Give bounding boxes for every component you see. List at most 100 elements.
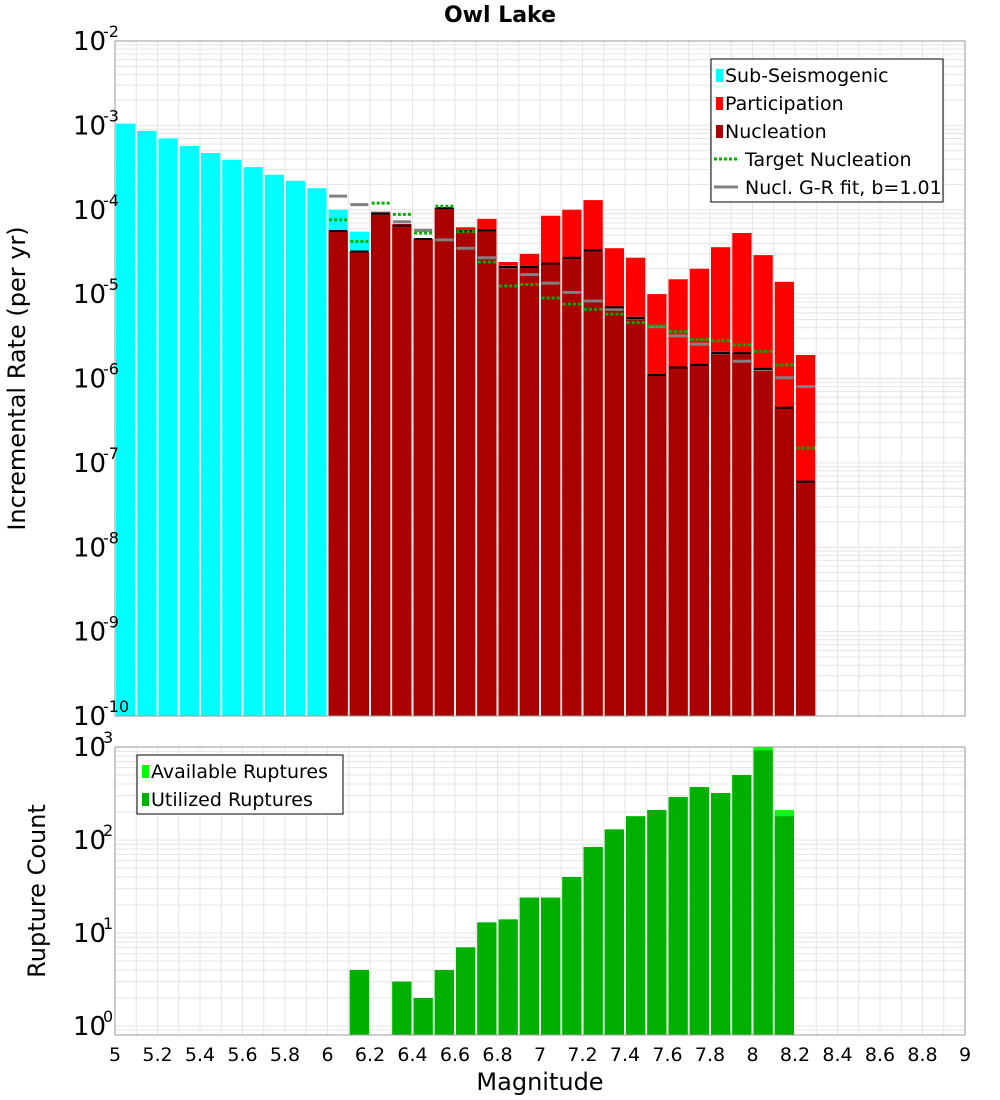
- x-tick-label: 6: [321, 1044, 333, 1066]
- nucleation-bar: [371, 213, 391, 717]
- rate-bars: [116, 123, 816, 717]
- y-tick-exponent: -4: [103, 191, 119, 210]
- legend-box: [136, 754, 344, 815]
- x-tick-label: 6.2: [355, 1044, 385, 1066]
- x-tick-label: 7.4: [610, 1044, 640, 1066]
- utilized-ruptures-bar: [477, 922, 497, 1035]
- legend-label: Target Nucleation: [744, 149, 912, 171]
- y-tick-label: 10: [73, 1012, 106, 1042]
- y-tick-label: 10: [73, 533, 106, 563]
- utilized-ruptures-bar: [392, 981, 412, 1035]
- x-tick-labels: 5 5.2 5.4 5.6 5.8 6 6.2 6.4 6.6 6.8 7 7.2 7.4 7.6 7.8 8…: [109, 1044, 971, 1066]
- y-tick-label: 10: [73, 365, 106, 395]
- utilized-ruptures-bar: [349, 969, 369, 1035]
- utilized-ruptures-bar: [626, 816, 646, 1035]
- utilized-ruptures-bar: [732, 774, 752, 1035]
- y-tick-exponent: -2: [103, 22, 119, 41]
- legend-label: Nucleation: [725, 121, 827, 143]
- y-tick-exponent: -8: [103, 528, 119, 547]
- rate-legend: Sub-Seismogenic Participation Nucleation Ta…: [710, 58, 944, 203]
- legend-label: Utilized Ruptures: [151, 789, 313, 811]
- nucleation-bar: [774, 407, 794, 716]
- sub-seismogenic-bar: [116, 123, 136, 716]
- utilized-ruptures-bar: [668, 796, 688, 1035]
- nucleation-bar: [392, 225, 412, 716]
- nucleation-bar: [796, 481, 816, 716]
- x-axis-label: Magnitude: [476, 1068, 603, 1096]
- nucleation-bar: [328, 230, 348, 716]
- sub-seismogenic-bar: [201, 153, 221, 716]
- nucleation-bar: [477, 230, 497, 716]
- utilized-ruptures-bar: [541, 897, 561, 1035]
- y-tick-label: 10: [73, 826, 106, 856]
- utilized-ruptures-bar: [413, 997, 433, 1035]
- nucleation-bar: [519, 266, 539, 716]
- utilized-ruptures-bar: [689, 787, 709, 1035]
- x-tick-label: 7.6: [652, 1044, 682, 1066]
- x-tick-label: 8.8: [907, 1044, 937, 1066]
- y-tick-label: 10: [73, 449, 106, 479]
- nucleation-bar: [434, 207, 454, 716]
- y-tick-exponent: 1: [103, 914, 113, 933]
- count-bars: [349, 747, 794, 1035]
- x-tick-label: 5.8: [270, 1044, 300, 1066]
- legend-label: Sub-Seismogenic: [725, 65, 889, 87]
- nucleation-bar: [562, 257, 582, 716]
- legend-swatch: [716, 125, 723, 138]
- nucleation-bar: [349, 251, 369, 716]
- utilized-ruptures-bar: [562, 877, 582, 1035]
- y-tick-label: 10: [73, 280, 106, 310]
- y-tick-exponent: -3: [103, 106, 119, 125]
- nucleation-bar: [732, 353, 752, 716]
- x-tick-label: 8.6: [865, 1044, 895, 1066]
- x-tick-label: 5.4: [185, 1044, 215, 1066]
- x-tick-label: 7.2: [567, 1044, 597, 1066]
- y-tick-label: 10: [73, 733, 106, 763]
- nucleation-bar: [711, 353, 731, 716]
- utilized-ruptures-bar: [604, 829, 624, 1035]
- count-plot-frame: [114, 746, 966, 1036]
- y-tick-exponent: -6: [103, 360, 119, 379]
- x-tick-label: 8.4: [822, 1044, 852, 1066]
- nucleation-bar: [456, 230, 476, 716]
- utilized-ruptures-bar: [647, 810, 667, 1035]
- x-tick-label: 6.6: [440, 1044, 470, 1066]
- legend-label: Participation: [725, 93, 844, 115]
- x-tick-label: 6.8: [482, 1044, 512, 1066]
- rate-plot-frame: [114, 40, 966, 717]
- legend-swatch: [142, 765, 149, 778]
- count-legend: Available Ruptures Utilized Ruptures: [136, 754, 344, 815]
- y-tick-label: 10: [73, 618, 106, 648]
- sub-seismogenic-bar: [264, 174, 284, 716]
- y-tick-exponent: 3: [103, 728, 113, 747]
- y-tick-label: 10: [73, 702, 106, 732]
- sub-seismogenic-bar: [137, 130, 157, 717]
- y-tick-label: 10: [73, 196, 106, 226]
- nucleation-bar: [689, 364, 709, 716]
- x-tick-label: 7.8: [695, 1044, 725, 1066]
- legend-swatch: [716, 69, 723, 82]
- y-tick-exponent: 2: [103, 821, 113, 840]
- y-tick-exponent: -9: [103, 613, 119, 632]
- utilized-ruptures-bar: [753, 750, 773, 1035]
- nucleation-bar: [626, 318, 646, 716]
- sub-seismogenic-bar: [243, 167, 263, 716]
- utilized-ruptures-bar: [434, 969, 454, 1035]
- sub-seismogenic-bar: [307, 188, 327, 717]
- sub-seismogenic-bar: [286, 180, 306, 716]
- utilized-ruptures-bar: [519, 897, 539, 1035]
- nucleation-bar: [413, 239, 433, 716]
- nucleation-bar: [647, 375, 667, 716]
- x-tick-label: 8.2: [780, 1044, 810, 1066]
- utilized-ruptures-bar: [711, 793, 731, 1035]
- utilized-ruptures-bar: [583, 847, 603, 1035]
- x-tick-label: 7: [534, 1044, 546, 1066]
- rate-lines: [329, 194, 815, 483]
- x-tick-label: 6.4: [397, 1044, 427, 1066]
- y-tick-exponent: -7: [103, 444, 119, 463]
- y-tick-label: 10: [73, 111, 106, 141]
